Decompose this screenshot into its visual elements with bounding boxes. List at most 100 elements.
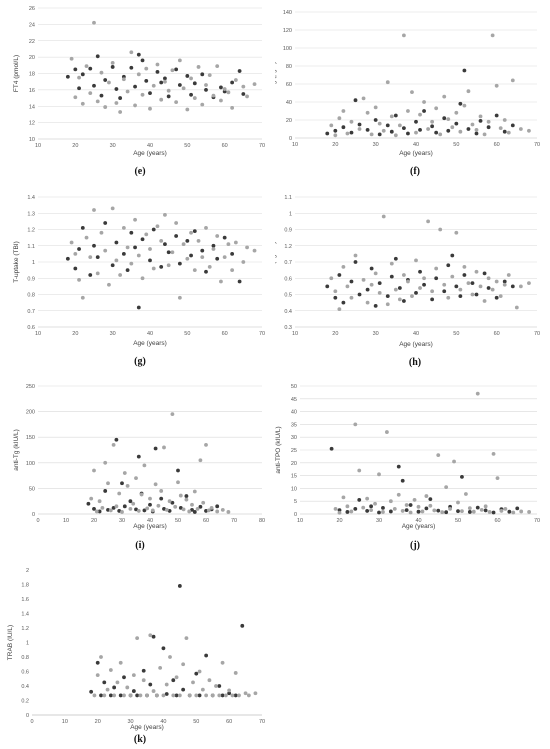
data-point: [454, 230, 459, 235]
data-point: [333, 295, 338, 300]
data-point: [215, 64, 220, 69]
data-point: [99, 93, 104, 98]
data-point: [462, 68, 467, 73]
data-point: [92, 468, 96, 473]
data-point: [373, 271, 378, 276]
y-tick-label: 1: [26, 641, 29, 647]
data-point: [174, 234, 179, 238]
data-point: [197, 669, 202, 674]
data-point: [204, 509, 208, 513]
data-point: [115, 680, 120, 685]
data-point: [148, 633, 153, 638]
data-point: [365, 509, 370, 513]
data-point: [337, 307, 342, 312]
data-point: [434, 276, 439, 281]
y-tick-label: 0: [32, 512, 35, 518]
data-point: [99, 693, 103, 698]
data-point: [458, 101, 463, 106]
data-point: [397, 297, 402, 302]
data-point: [345, 510, 350, 514]
data-point: [114, 87, 119, 91]
data-point: [426, 127, 430, 131]
data-point: [136, 72, 141, 77]
data-point: [428, 503, 433, 508]
data-point: [65, 74, 70, 79]
data-point: [365, 110, 370, 115]
data-point: [170, 250, 175, 255]
data-point: [86, 501, 91, 506]
data-point: [230, 693, 235, 698]
data-point: [133, 217, 137, 222]
x-tick-label: 40: [413, 331, 419, 337]
data-point: [418, 127, 422, 132]
data-point: [80, 295, 85, 300]
data-point: [373, 501, 377, 506]
data-point: [192, 229, 197, 234]
data-point: [103, 460, 108, 465]
x-tick-label: 60: [494, 518, 500, 524]
data-point: [141, 678, 146, 683]
data-point: [108, 693, 113, 698]
data-point: [128, 499, 133, 504]
data-point: [385, 123, 390, 128]
data-point: [245, 245, 249, 250]
x-tick-label: 30: [110, 143, 116, 149]
data-point: [151, 689, 156, 693]
data-point: [426, 219, 430, 224]
y-tick-label: 60: [286, 82, 292, 88]
y-tick-label: 20: [286, 118, 292, 124]
data-point: [161, 693, 166, 698]
data-point: [170, 412, 175, 417]
data-point: [434, 130, 439, 135]
data-point: [125, 685, 130, 690]
x-tick-label: 60: [226, 719, 232, 725]
data-point: [510, 123, 515, 128]
data-point: [207, 678, 212, 683]
y-tick-label: 40: [291, 410, 297, 416]
y-axis-label: anti-TPO (kIU/L): [275, 426, 282, 473]
data-point: [414, 130, 418, 135]
data-point: [103, 105, 108, 109]
data-point: [133, 245, 137, 250]
data-point: [450, 125, 455, 130]
x-tick-label: 20: [95, 719, 101, 725]
data-point: [120, 510, 124, 514]
data-point: [176, 480, 180, 485]
data-point: [177, 584, 182, 588]
x-tick-label: 80: [259, 518, 265, 524]
x-tick-label: 40: [147, 331, 153, 337]
x-axis-label: Age (years): [133, 340, 167, 347]
data-point: [181, 662, 186, 667]
data-point: [84, 235, 89, 240]
y-tick-label: 0.8: [27, 293, 35, 299]
data-point: [166, 88, 171, 93]
y-tick-label: 1.2: [27, 228, 35, 234]
y-tick-label: 5: [294, 499, 297, 505]
data-point: [181, 242, 186, 247]
data-point: [170, 500, 175, 505]
data-point: [440, 510, 445, 515]
data-point: [482, 299, 487, 303]
data-point: [377, 472, 381, 477]
data-point: [494, 279, 499, 284]
data-point: [95, 99, 100, 104]
data-point: [240, 623, 245, 628]
x-tick-label: 40: [415, 518, 421, 524]
data-point: [102, 680, 107, 685]
data-point: [88, 255, 93, 260]
data-point: [209, 505, 214, 510]
data-point: [418, 269, 422, 274]
data-point: [519, 509, 524, 514]
data-point: [121, 251, 126, 256]
data-point: [353, 98, 358, 103]
data-point: [134, 476, 138, 481]
data-point: [122, 675, 126, 680]
data-point: [103, 78, 108, 82]
data-point: [474, 269, 479, 274]
data-point: [192, 81, 197, 86]
data-point: [474, 131, 479, 136]
data-point: [114, 504, 119, 509]
data-point: [487, 510, 492, 514]
data-point: [121, 225, 126, 230]
data-point: [133, 84, 137, 89]
